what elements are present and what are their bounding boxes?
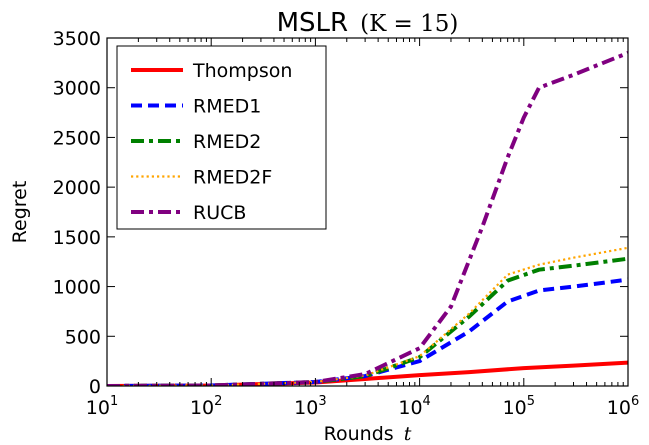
x-tick-label-base: 10 (503, 397, 527, 419)
y-tick-label: 0 (89, 376, 101, 398)
y-tick-label: 2000 (53, 177, 101, 199)
y-tick-label: 3000 (53, 78, 101, 100)
x-tick-label-base: 10 (86, 397, 110, 419)
x-tick-label: 104 (398, 394, 430, 419)
x-tick-label-exp: 5 (527, 394, 535, 409)
legend-label-rmed1: RMED1 (193, 96, 261, 118)
x-tick-label-exp: 3 (318, 394, 326, 409)
series-line-rmed1 (107, 277, 628, 386)
legend-label-rmed2f: RMED2F (193, 167, 272, 189)
x-tick-label-exp: 1 (110, 394, 118, 409)
series-line-rucb (107, 51, 628, 386)
x-tick-label-exp: 2 (214, 394, 222, 409)
x-tick-label-exp: 4 (423, 394, 431, 409)
plot-area (106, 37, 629, 387)
chart-title-math: (K = 15) (360, 11, 458, 37)
x-tick-label-base: 10 (294, 397, 318, 419)
x-axis-label-math: t (404, 423, 412, 445)
y-tick-label: 2500 (53, 127, 101, 149)
legend-label-rmed2: RMED2 (193, 131, 261, 153)
tick-layer: 101 102 103 104 105 1060500100015002000250030… (53, 28, 640, 419)
x-axis-label: Rounds t (324, 423, 412, 445)
legend-label-thompson: Thompson (192, 60, 292, 82)
legend-frame (116, 45, 327, 230)
y-tick-label: 500 (65, 326, 101, 348)
y-tick-label: 1000 (53, 277, 101, 299)
x-axis-label-text: Rounds (324, 423, 394, 445)
x-tick-label: 105 (503, 394, 535, 419)
x-tick-label: 103 (294, 394, 326, 419)
chart-title-text: MSLR (277, 8, 349, 38)
x-tick-label: 101 (86, 394, 118, 419)
x-tick-label: 102 (190, 394, 222, 419)
series-layer (107, 51, 628, 386)
y-axis-label: Regret (9, 181, 31, 244)
x-tick-label: 106 (607, 394, 639, 419)
y-tick-label: 1500 (53, 227, 101, 249)
legend: Thompson RMED1 RMED2 RMED2F RUCB (116, 45, 327, 230)
legend-label-rucb: RUCB (193, 202, 246, 224)
x-tick-label-exp: 6 (631, 394, 639, 409)
x-tick-label-base: 10 (190, 397, 214, 419)
chart-title: MSLR (K = 15) (277, 8, 459, 38)
x-tick-label-base: 10 (398, 397, 422, 419)
y-tick-label: 3500 (53, 28, 101, 50)
x-tick-label-base: 10 (607, 397, 631, 419)
